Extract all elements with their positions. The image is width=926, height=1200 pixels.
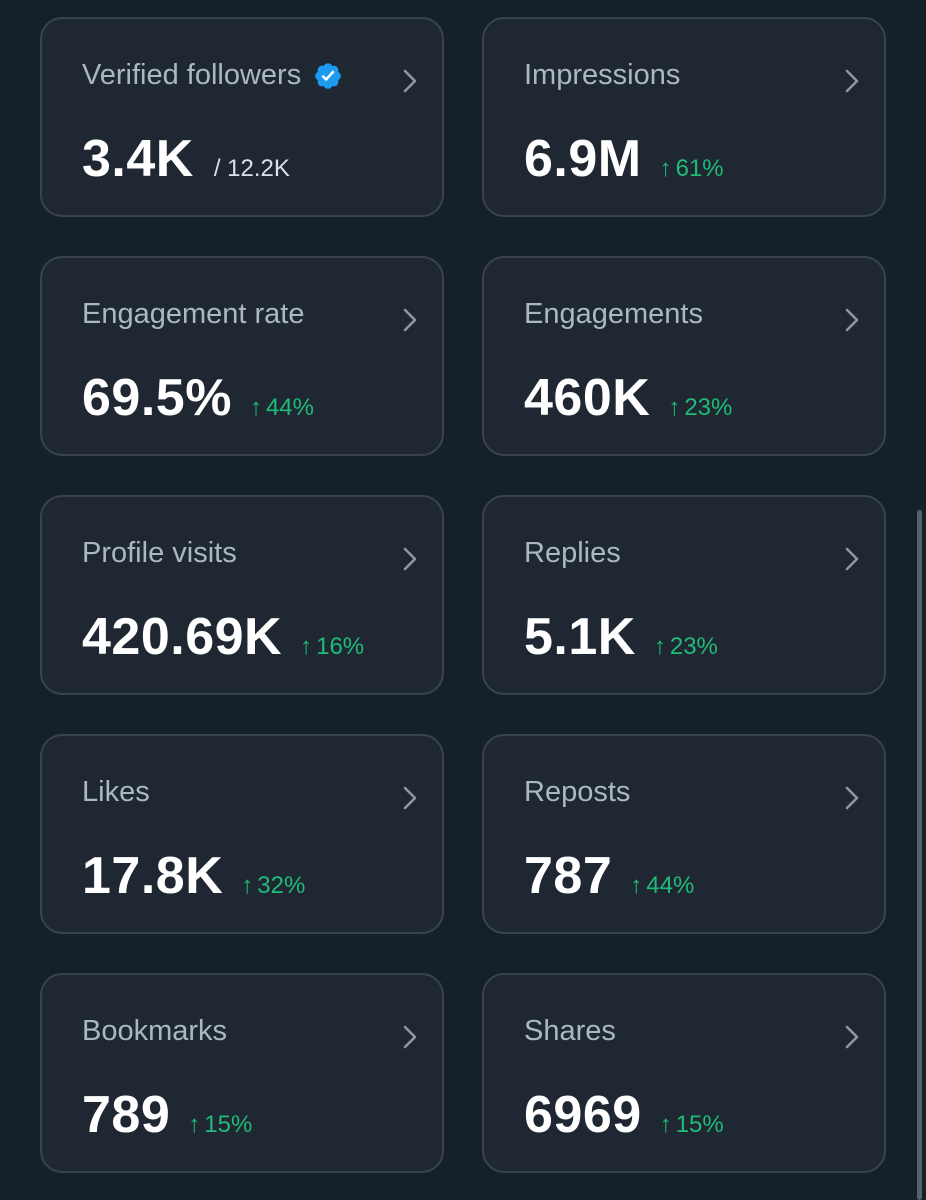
- trend-percent: 15%: [675, 1111, 724, 1138]
- metric-value: 460K: [524, 369, 651, 427]
- metric-value: 5.1K: [524, 608, 636, 666]
- trend-percent: 23%: [669, 633, 718, 660]
- trend-up-arrow-icon: ↑: [300, 633, 313, 660]
- value-row: 789 ↑ 15%: [82, 1085, 252, 1145]
- chevron-right-icon: [403, 308, 417, 332]
- trend-indicator: ↑ 23%: [654, 633, 718, 661]
- trend-up-arrow-icon: ↑: [653, 633, 666, 660]
- trend-percent: 44%: [646, 872, 695, 899]
- metric-value: 789: [82, 1086, 171, 1144]
- metric-card-engagement-rate[interactable]: Engagement rate 69.5% ↑ 44%: [40, 256, 444, 456]
- value-row: 5.1K ↑ 23%: [524, 607, 718, 667]
- card-title-wrapper: Engagements: [524, 298, 703, 331]
- verified-badge-icon: [315, 62, 342, 89]
- metric-card-replies[interactable]: Replies 5.1K ↑ 23%: [482, 495, 886, 695]
- value-row: 69.5% ↑ 44%: [82, 368, 314, 428]
- trend-up-arrow-icon: ↑: [659, 155, 672, 182]
- metric-card-engagements[interactable]: Engagements 460K ↑ 23%: [482, 256, 886, 456]
- card-title: Engagements: [524, 298, 703, 330]
- trend-indicator: ↑ 44%: [250, 394, 314, 422]
- chevron-right-icon: [845, 786, 859, 810]
- metric-value: 3.4K: [82, 130, 194, 188]
- metric-card-profile-visits[interactable]: Profile visits 420.69K ↑ 16%: [40, 495, 444, 695]
- trend-indicator: ↑ 23%: [668, 394, 732, 422]
- card-title: Profile visits: [82, 537, 237, 569]
- card-title: Verified followers: [82, 59, 302, 91]
- card-title: Likes: [82, 776, 150, 808]
- trend-up-arrow-icon: ↑: [188, 1111, 201, 1138]
- value-row: 460K ↑ 23%: [524, 368, 732, 428]
- card-title-wrapper: Reposts: [524, 776, 630, 809]
- value-row: 6969 ↑ 15%: [524, 1085, 724, 1145]
- metric-value: 69.5%: [82, 369, 232, 427]
- trend-percent: 44%: [265, 394, 314, 421]
- metric-card-shares[interactable]: Shares 6969 ↑ 15%: [482, 973, 886, 1173]
- value-row: 17.8K ↑ 32%: [82, 846, 305, 906]
- metric-total: / 12.2K: [213, 155, 290, 182]
- chevron-right-icon: [845, 69, 859, 93]
- card-title: Shares: [524, 1015, 616, 1047]
- card-title-wrapper: Verified followers: [82, 59, 343, 92]
- card-title-wrapper: Bookmarks: [82, 1015, 227, 1048]
- trend-percent: 61%: [675, 155, 724, 182]
- card-title-wrapper: Likes: [82, 776, 150, 809]
- trend-up-arrow-icon: ↑: [630, 872, 643, 899]
- card-title-wrapper: Shares: [524, 1015, 616, 1048]
- value-row: 787 ↑ 44%: [524, 846, 694, 906]
- chevron-right-icon: [403, 547, 417, 571]
- card-title: Engagement rate: [82, 298, 305, 330]
- chevron-right-icon: [403, 786, 417, 810]
- metric-value: 6.9M: [524, 130, 642, 188]
- metric-card-reposts[interactable]: Reposts 787 ↑ 44%: [482, 734, 886, 934]
- trend-percent: 23%: [684, 394, 733, 421]
- metrics-grid: Verified followers 3.4K / 12.2K Impressi…: [40, 17, 886, 1173]
- trend-indicator: ↑ 32%: [241, 872, 305, 900]
- card-title: Reposts: [524, 776, 631, 808]
- trend-up-arrow-icon: ↑: [668, 394, 681, 421]
- trend-percent: 16%: [316, 633, 365, 660]
- metric-card-verified-followers[interactable]: Verified followers 3.4K / 12.2K: [40, 17, 444, 217]
- metric-value: 17.8K: [82, 847, 224, 905]
- trend-indicator: ↑ 15%: [660, 1111, 724, 1139]
- trend-indicator: ↑ 61%: [660, 155, 724, 183]
- card-title: Replies: [524, 537, 621, 569]
- trend-indicator: ↑ 44%: [630, 872, 694, 900]
- card-title-wrapper: Replies: [524, 537, 621, 570]
- chevron-right-icon: [403, 1025, 417, 1049]
- metric-value: 787: [524, 847, 613, 905]
- metric-card-bookmarks[interactable]: Bookmarks 789 ↑ 15%: [40, 973, 444, 1173]
- value-row: 420.69K ↑ 16%: [82, 607, 364, 667]
- chevron-right-icon: [403, 69, 417, 93]
- value-row: 6.9M ↑ 61%: [524, 129, 724, 189]
- chevron-right-icon: [845, 547, 859, 571]
- trend-percent: 32%: [257, 872, 306, 899]
- trend-indicator: ↑ 15%: [188, 1111, 252, 1139]
- chevron-right-icon: [845, 308, 859, 332]
- card-title-wrapper: Impressions: [524, 59, 680, 92]
- trend-up-arrow-icon: ↑: [241, 872, 254, 899]
- metric-value: 420.69K: [82, 608, 283, 666]
- card-title: Bookmarks: [82, 1015, 228, 1047]
- trend-up-arrow-icon: ↑: [659, 1111, 672, 1138]
- card-title-wrapper: Profile visits: [82, 537, 237, 570]
- scrollbar[interactable]: [917, 510, 922, 1200]
- card-title: Impressions: [524, 59, 681, 91]
- metric-value: 6969: [524, 1086, 642, 1144]
- metric-card-impressions[interactable]: Impressions 6.9M ↑ 61%: [482, 17, 886, 217]
- trend-up-arrow-icon: ↑: [249, 394, 262, 421]
- card-title-wrapper: Engagement rate: [82, 298, 304, 331]
- trend-percent: 15%: [204, 1111, 253, 1138]
- trend-indicator: ↑ 16%: [300, 633, 364, 661]
- value-row: 3.4K / 12.2K: [82, 129, 290, 189]
- chevron-right-icon: [845, 1025, 859, 1049]
- metric-card-likes[interactable]: Likes 17.8K ↑ 32%: [40, 734, 444, 934]
